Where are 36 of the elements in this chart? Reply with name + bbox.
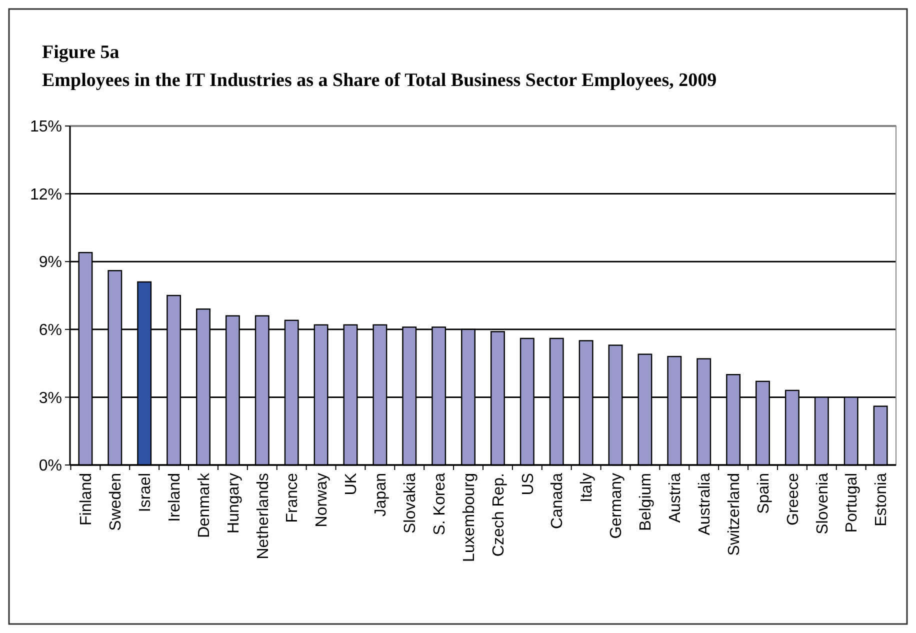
x-tick-label: Netherlands: [254, 473, 272, 560]
x-tick-label: France: [284, 472, 302, 523]
x-tick-label: Hungary: [225, 473, 242, 534]
y-tick-label: 9%: [38, 254, 62, 272]
x-tick-label: Ireland: [166, 473, 184, 522]
x-tick-label: Portugal: [844, 473, 861, 533]
x-tick-label: Finland: [78, 473, 96, 526]
x-tick-label: Italy: [578, 473, 596, 502]
x-tick-label: Norway: [314, 473, 331, 528]
x-tick-label: Estonia: [873, 472, 890, 526]
y-tick-label: 15%: [30, 118, 62, 136]
x-tick-label: Germany: [608, 473, 626, 539]
y-tick-label: 12%: [30, 186, 62, 204]
x-tick-label: Czech Rep.: [490, 473, 508, 557]
x-tick-label: Spain: [755, 473, 772, 514]
x-tick-label: Israel: [136, 473, 154, 512]
x-tick-label: Sweden: [108, 473, 125, 531]
x-tick-label: Slovakia: [402, 472, 419, 534]
x-tick-label: US: [520, 473, 537, 496]
x-tick-label: Slovenia: [814, 472, 832, 534]
chart-subtitle: Employees in the IT Industries as a Share of Total Business Sector Employees, 2009: [42, 70, 717, 91]
x-tick-label: Japan: [372, 473, 390, 517]
x-tick-label: S. Korea: [431, 472, 448, 536]
y-tick-label: 6%: [38, 322, 62, 339]
x-tick-label: Australia: [696, 472, 714, 536]
x-tick-label: Denmark: [196, 472, 213, 538]
x-tick-label: UK: [343, 472, 360, 496]
x-tick-label: Austria: [667, 472, 684, 523]
chart-title: Figure 5a: [42, 42, 120, 63]
x-tick-label: Belgium: [638, 473, 655, 531]
x-tick-label: Luxembourg: [460, 473, 478, 562]
x-tick-label: Canada: [549, 472, 566, 530]
x-tick-label: Greece: [784, 472, 802, 526]
y-tick-label: 3%: [38, 390, 62, 407]
x-tick-label: Switzerland: [726, 473, 743, 556]
y-tick-label: 0%: [38, 458, 62, 475]
